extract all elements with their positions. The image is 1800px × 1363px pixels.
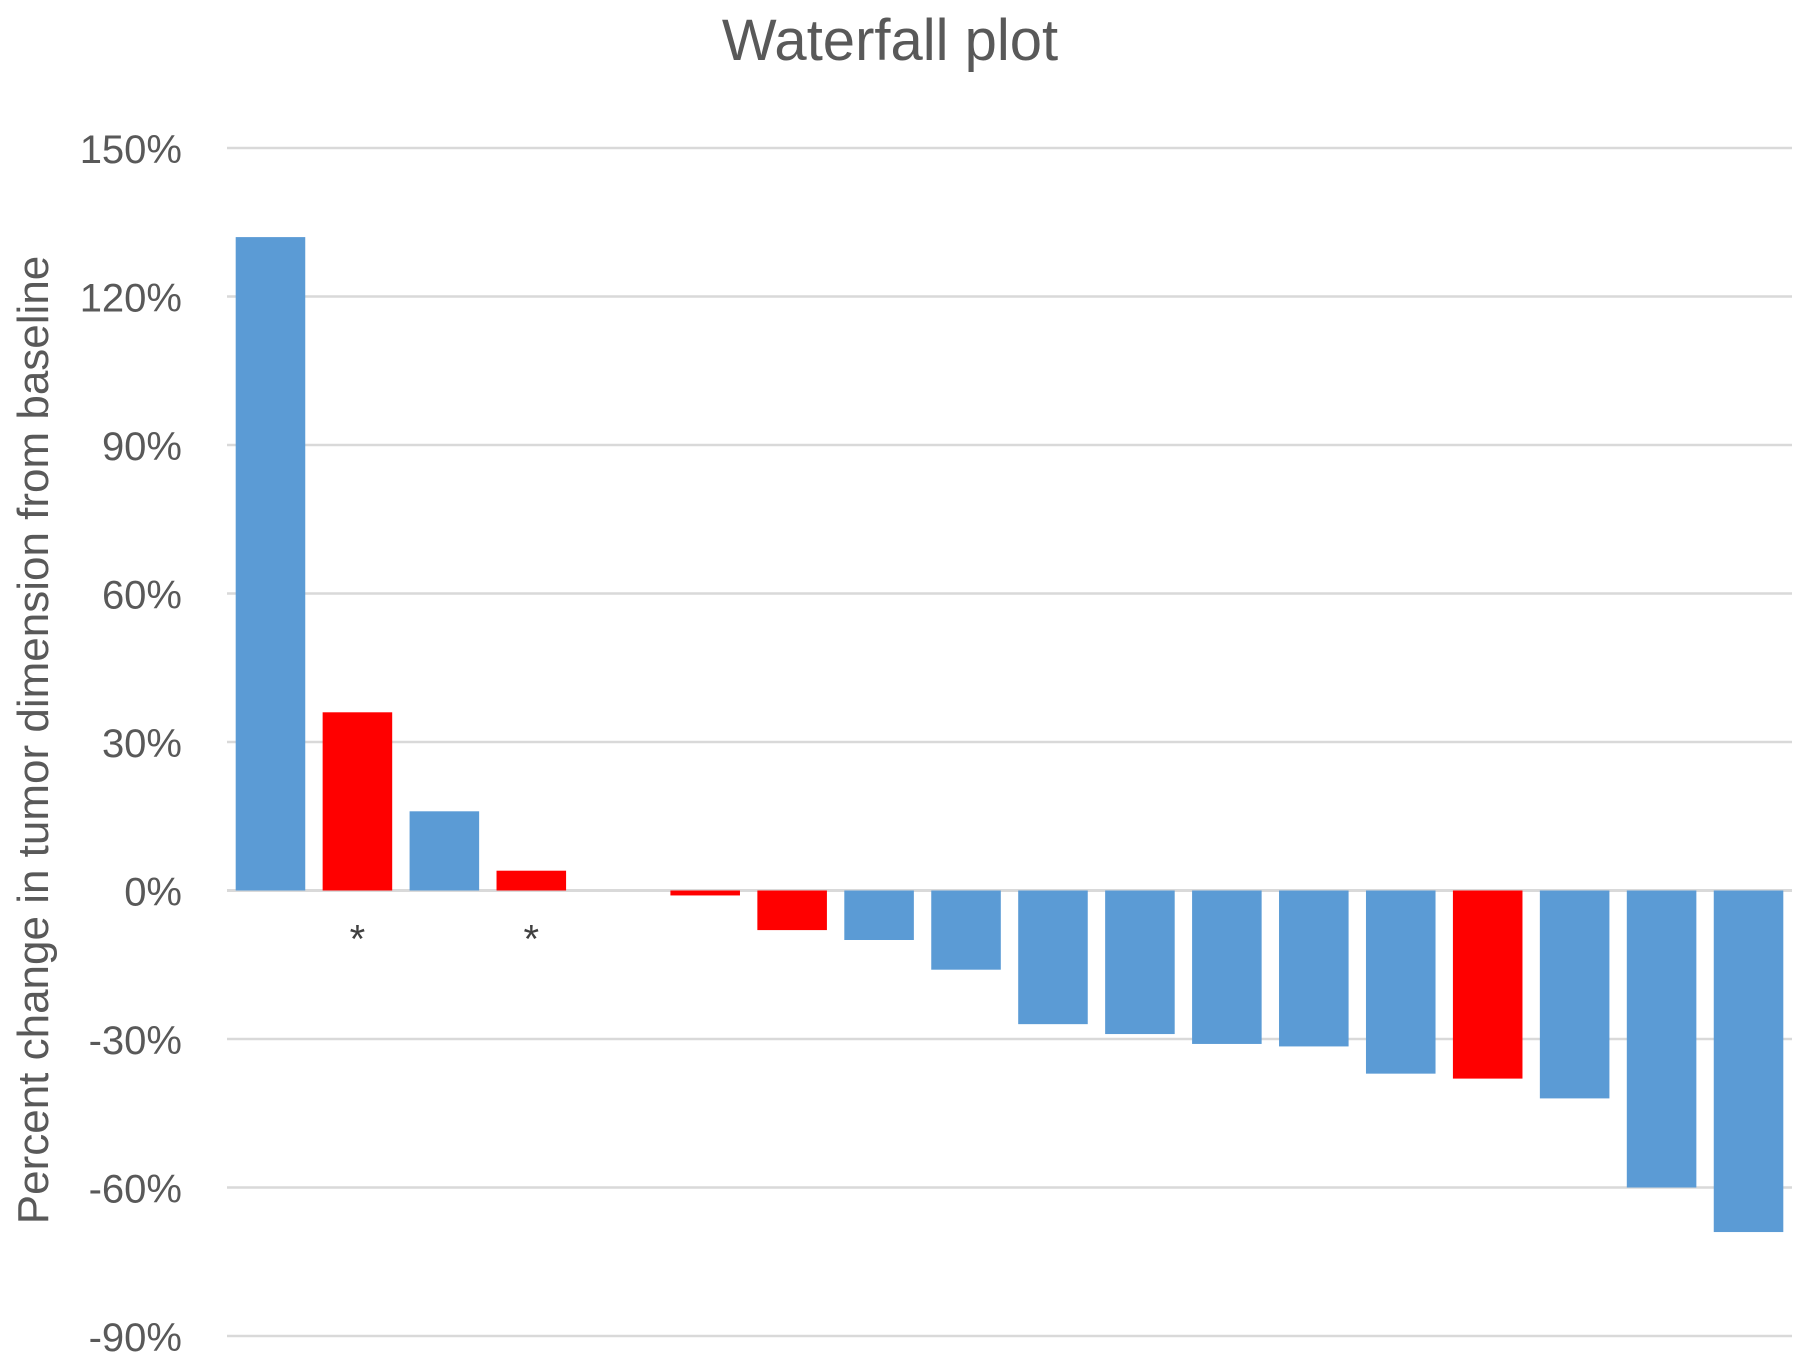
bar-14 [1365,890,1436,1074]
bars [235,237,1784,1233]
bar-10 [1018,890,1088,1025]
bar-18 [1713,890,1784,1233]
bar-7 [757,890,827,931]
bar-17 [1626,890,1697,1188]
y-tick-label: 0% [124,871,182,915]
y-tick-label: 60% [102,574,182,618]
y-tick-label: -60% [89,1168,182,1212]
annotations: * * [350,918,539,962]
bar-11 [1105,890,1175,1035]
y-tick-label: -30% [89,1019,182,1063]
y-axis-label: Percent change in tumor dimension from b… [9,256,58,1225]
bar-15 [1452,890,1523,1079]
y-tick-label: 90% [102,425,182,469]
bar-3 [409,811,480,891]
bar-2 [322,712,393,891]
bar-8 [844,890,914,940]
y-tick-label: -90% [89,1316,182,1358]
y-tick-label: 150% [80,128,182,172]
bar-12 [1192,890,1262,1044]
y-tick-label: 120% [80,277,182,321]
bar-13 [1279,890,1349,1047]
bar-4 [496,870,567,891]
chart-title: Waterfall plot [722,8,1058,73]
y-tick-labels: 150% 120% 90% 60% 30% 0% -30% -60% -90% [80,128,182,1360]
bar-1 [235,237,306,891]
bar-6 [670,890,740,896]
bar-16 [1539,890,1610,1099]
asterisk-annotation: * [524,918,540,962]
gridlines [227,146,1792,1338]
asterisk-annotation: * [350,918,366,962]
bar-9 [931,890,1001,970]
y-tick-label: 30% [102,722,182,766]
